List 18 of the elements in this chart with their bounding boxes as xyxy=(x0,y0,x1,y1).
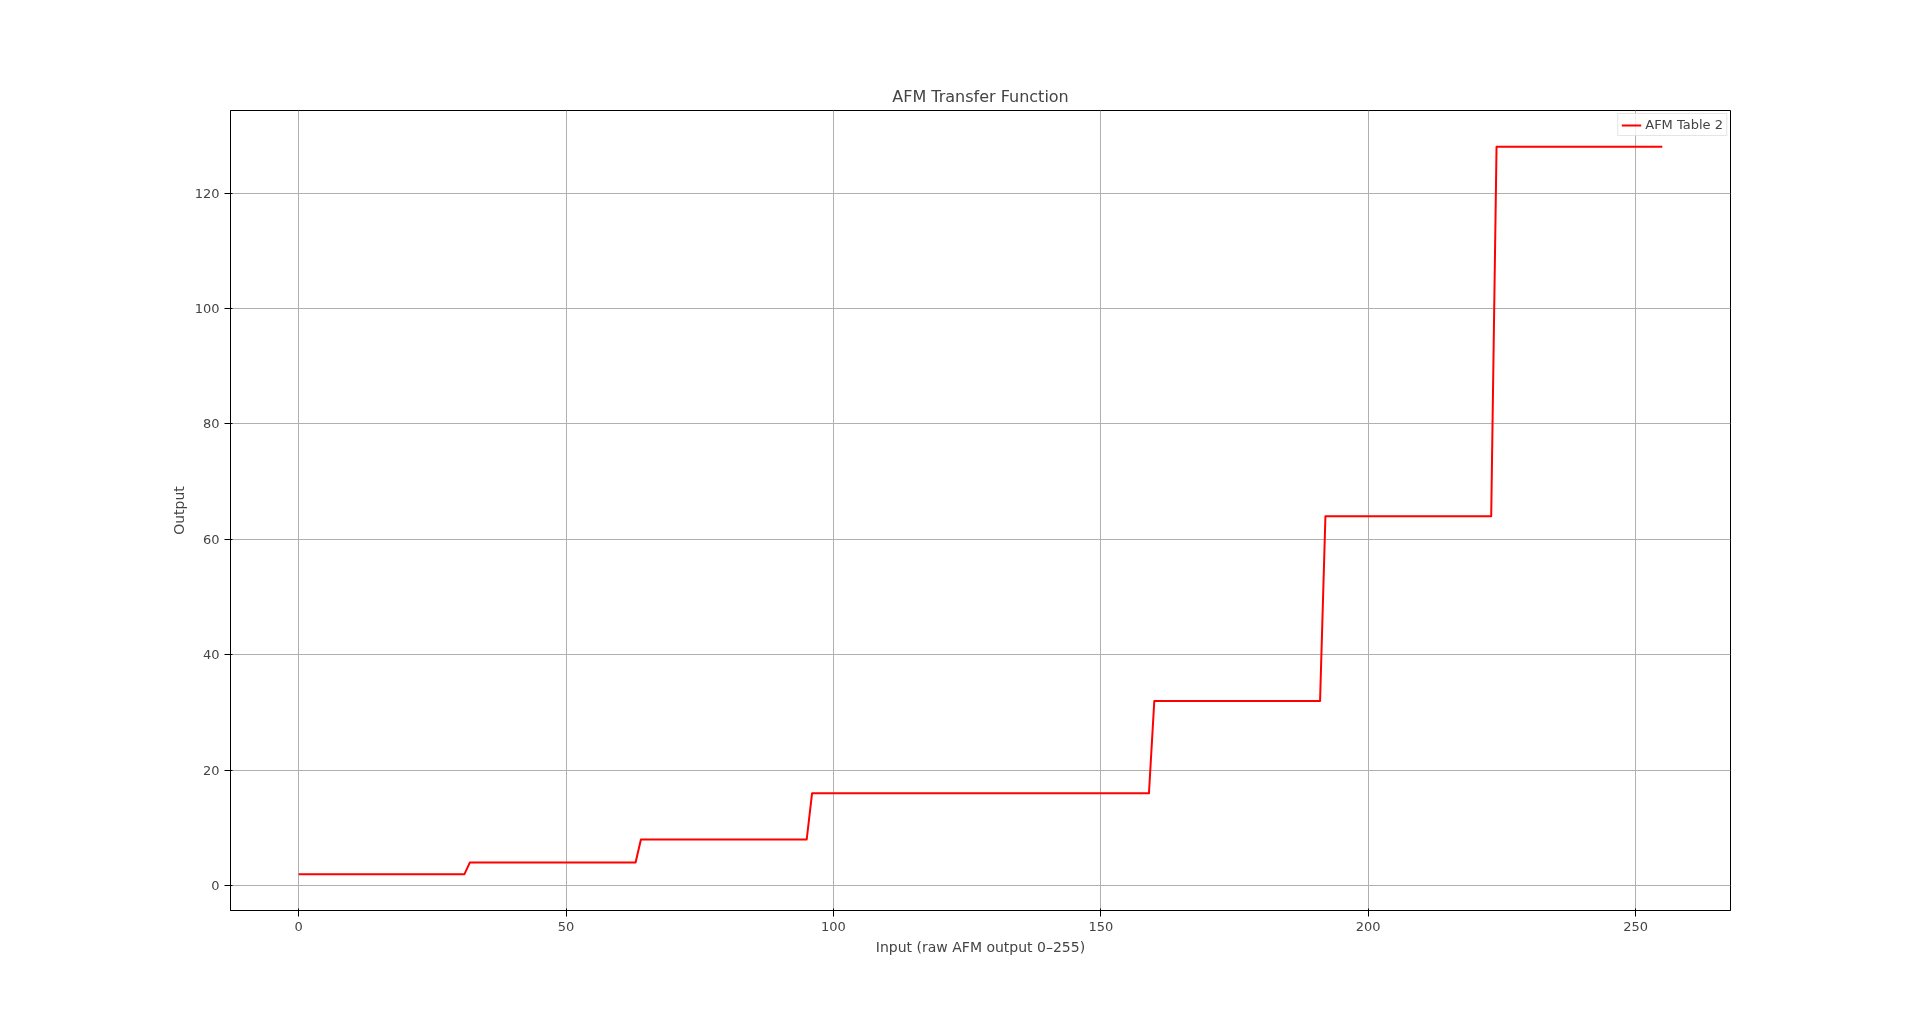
y-axis-title: Output xyxy=(170,485,187,535)
y-tick-label: 120 xyxy=(194,185,220,201)
legend-label: AFM Table 2 xyxy=(1645,117,1723,132)
y-tick-label: 40 xyxy=(202,647,220,663)
x-tick-label: 100 xyxy=(821,918,846,934)
line-series xyxy=(297,145,1664,876)
x-tick-label: 50 xyxy=(557,918,575,934)
y-tick-label: 60 xyxy=(202,531,220,547)
y-tick-label: 0 xyxy=(211,878,220,894)
x-axis-title: Input (raw AFM output 0–255) xyxy=(875,938,1086,955)
y-tick-label: 20 xyxy=(202,762,220,778)
y-tick-label: 80 xyxy=(202,416,220,432)
x-tick-label: 250 xyxy=(1623,918,1648,934)
x-tick-label: 200 xyxy=(1355,918,1381,934)
chart-title: AFM Transfer Function xyxy=(892,86,1069,106)
x-tick-label: 0 xyxy=(294,918,303,934)
y-tick-label: 100 xyxy=(194,300,220,316)
x-tick-label: 150 xyxy=(1088,918,1114,934)
